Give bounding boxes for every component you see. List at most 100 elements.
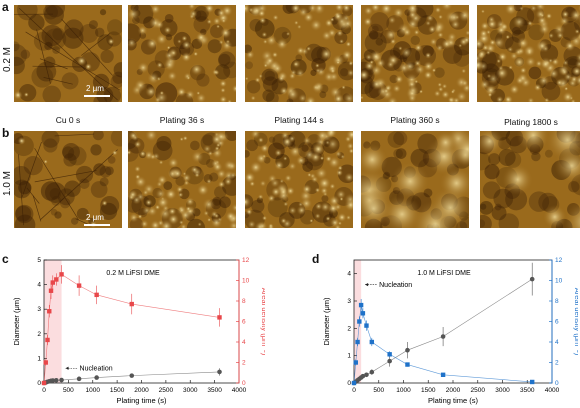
afm-shadow [209, 172, 219, 182]
afm-grain [447, 96, 455, 102]
afm-grain [553, 23, 566, 36]
afm-grain [14, 90, 23, 100]
data-point [54, 277, 59, 282]
afm-grain [533, 83, 542, 92]
afm-shadow [245, 61, 253, 70]
afm-grain [505, 34, 511, 40]
afm-grain [84, 63, 92, 71]
afm-scratch [43, 77, 73, 85]
afm-grain [163, 58, 176, 71]
caption-2: Plating 144 s [274, 115, 324, 125]
afm-grain [276, 38, 289, 51]
afm-grain [219, 79, 228, 88]
afm-grain [185, 197, 195, 207]
afm-shadow [14, 56, 25, 75]
y-left-tick-label: 4 [347, 271, 351, 278]
afm-grain [295, 68, 305, 78]
afm-scratch [32, 195, 42, 222]
afm-grain [290, 5, 301, 14]
afm-grain [569, 9, 580, 22]
annotation-label: Nucleation [80, 366, 113, 373]
chart-title: 0.2 M LiFSI DME [106, 270, 160, 277]
afm-grain [341, 49, 353, 61]
nucleation-region [44, 260, 62, 383]
afm-grain [525, 56, 537, 68]
afm-shadow [190, 140, 200, 151]
afm-shadow [31, 65, 54, 88]
afm-grain [194, 172, 200, 178]
afm-grain [189, 9, 198, 19]
y-right-tick-label: 6 [555, 319, 559, 326]
afm-shadow [90, 181, 108, 198]
afm-shadow [364, 31, 387, 54]
afm-grain [507, 46, 514, 53]
afm-grain [190, 63, 203, 76]
afm-grain [128, 131, 138, 141]
afm-grain [267, 173, 278, 184]
afm-grain [329, 85, 342, 99]
afm-grain [458, 43, 463, 48]
y-right-axis-label: Areal density (μm⁻²) [260, 288, 265, 356]
afm-shadow [20, 49, 31, 60]
afm-grain [337, 212, 347, 223]
afm-grain [190, 165, 199, 174]
x-tick-label: 3000 [495, 387, 510, 394]
data-point [43, 360, 48, 365]
data-point [217, 315, 222, 320]
afm-shadow [76, 207, 89, 220]
afm-grain [181, 40, 192, 50]
afm-grain [477, 37, 485, 50]
afm-shadow [254, 18, 275, 39]
afm-grain [392, 84, 402, 93]
afm-grain [156, 180, 163, 188]
afm-grain [247, 220, 256, 228]
afm-grain [335, 169, 344, 177]
afm-grain [191, 150, 204, 164]
afm-grain [283, 201, 289, 207]
afm-grain [370, 78, 383, 90]
scalebar-label-a: 2 μm [86, 84, 104, 93]
afm-shadow [90, 144, 102, 156]
afm-grain [177, 191, 184, 198]
afm-grain [107, 38, 115, 45]
afm-grain [183, 180, 190, 186]
afm-shadow [264, 70, 275, 82]
afm-shadow [99, 202, 118, 221]
data-point [358, 302, 364, 308]
afm-shadow [193, 16, 211, 33]
x-axis-label: Plating time (s) [116, 396, 167, 405]
afm-grain [480, 9, 486, 14]
afm-grain [344, 172, 353, 183]
afm-shadow [42, 85, 62, 102]
afm-grain [414, 43, 423, 52]
afm-shadow [14, 165, 31, 186]
afm-grain [325, 155, 333, 163]
afm-shadow [96, 86, 114, 102]
y-right-tick-label: 2 [555, 360, 559, 367]
data-point [530, 379, 535, 385]
data-point [53, 377, 59, 383]
afm-grain [293, 20, 299, 26]
annotation-arrowhead [365, 283, 369, 287]
afm-grain [265, 34, 278, 47]
panel-letter-a: a [2, 0, 9, 14]
afm-grain [306, 46, 312, 52]
afm-shadow [18, 180, 32, 195]
afm-grain [535, 39, 549, 53]
afm-shadow [15, 204, 34, 224]
afm-grain [128, 212, 139, 223]
afm-shadow [44, 28, 67, 50]
afm-grain [538, 23, 551, 35]
x-tick-label: 1500 [110, 387, 125, 394]
afm-grain [509, 84, 520, 95]
afm-shadow [49, 188, 62, 200]
afm-grain [302, 136, 312, 146]
data-point [76, 283, 82, 288]
afm-grain [212, 68, 219, 76]
afm-grain [245, 208, 253, 216]
afm-grain [245, 196, 251, 208]
afm-shadow [480, 203, 487, 210]
afm-grain [345, 41, 352, 48]
afm-shadow [223, 61, 236, 79]
afm-shadow [482, 181, 501, 199]
